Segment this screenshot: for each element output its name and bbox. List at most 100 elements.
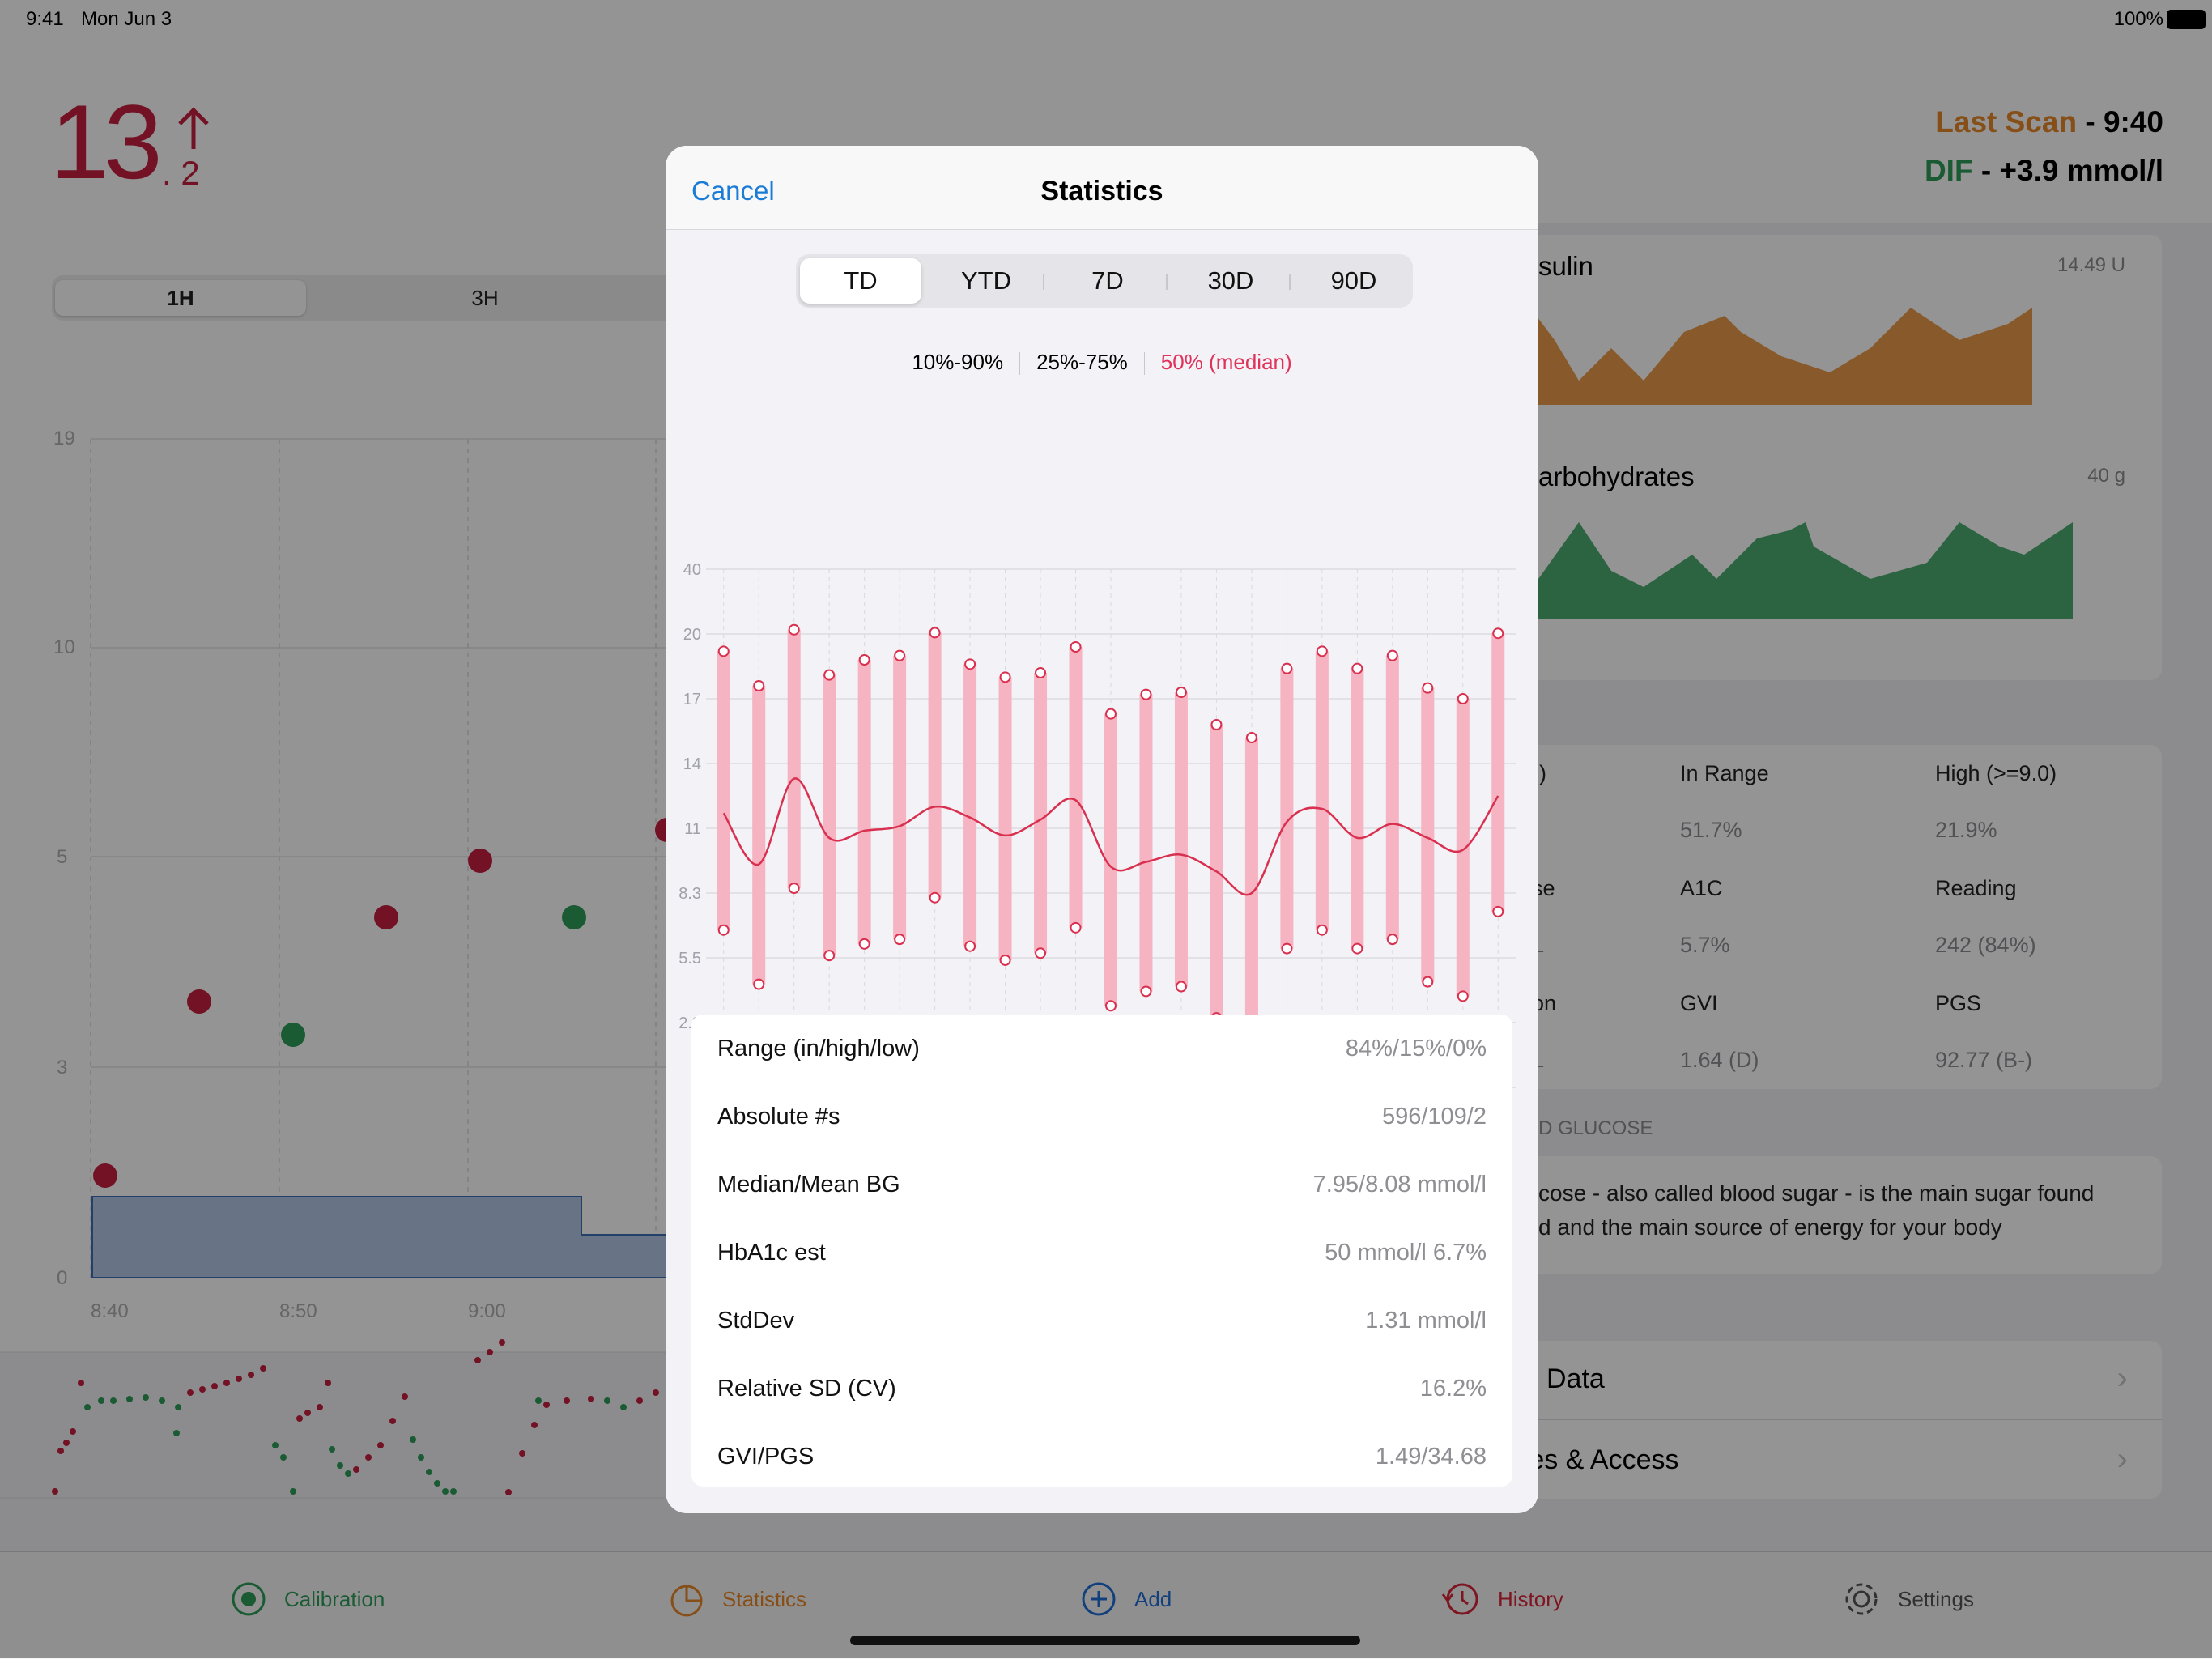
range-bar <box>752 686 766 985</box>
y-tick: 10 <box>53 636 75 658</box>
bar-high-point <box>1316 645 1328 657</box>
legend-divider <box>1143 352 1145 376</box>
range-bar <box>998 677 1012 960</box>
period-segmented-control[interactable]: TD YTD 7D 30D 90D <box>796 254 1413 308</box>
battery-percent: 100% <box>2113 8 2163 30</box>
carbs-value[interactable]: 40 g <box>2087 465 2125 487</box>
glucose-info-line2: d and the main source of energy for your… <box>1538 1214 2002 1240</box>
table-cell: High (>=9.0) <box>1935 761 2057 785</box>
tab-statistics[interactable]: Statistics <box>669 1575 806 1623</box>
bar-high-point <box>1281 662 1293 674</box>
tab-3h[interactable]: 3H <box>471 286 499 310</box>
status-date: Mon Jun 3 <box>81 8 172 30</box>
y-tick-label: 11 <box>684 820 701 838</box>
tab-label: Calibration <box>284 1586 385 1611</box>
divider <box>1506 1419 2162 1420</box>
tab-add[interactable]: Add <box>1081 1575 1172 1623</box>
y-tick-label: 5.5 <box>678 950 701 968</box>
range-bar <box>1244 738 1258 1032</box>
segment-30d[interactable]: 30D <box>1207 266 1254 295</box>
insulin-carbs-card: sulin 14.49 U arbohydrates 40 g <box>1506 235 2162 680</box>
stats-value: 16.2% <box>1419 1376 1487 1402</box>
tab-label: Settings <box>1898 1586 1974 1611</box>
x-tick: 9:00 <box>468 1300 506 1322</box>
link-data[interactable]: Data <box>1546 1363 1605 1394</box>
bar-high-point <box>1105 708 1117 720</box>
range-bar <box>1174 692 1188 987</box>
insulin-title: sulin <box>1538 251 1593 281</box>
stats-row: Absolute #s 596/109/2 <box>717 1083 1487 1151</box>
range-bar <box>1034 673 1048 954</box>
range-bar <box>857 660 871 944</box>
stats-value: 84%/15%/0% <box>1345 1036 1487 1061</box>
table-cell: 1.64 (D) <box>1680 1048 1759 1072</box>
y-tick-label: 17 <box>683 691 701 708</box>
range-bar <box>928 632 942 898</box>
bar-low-point <box>1140 985 1152 998</box>
bar-low-point <box>1175 981 1187 993</box>
table-cell: GVI <box>1680 991 1718 1015</box>
bar-high-point <box>1140 688 1152 700</box>
history-icon <box>1441 1583 1478 1615</box>
stats-value: 50 mmol/l 6.7% <box>1325 1240 1487 1266</box>
bar-low-point <box>1422 976 1434 988</box>
stats-row: Range (in/high/low) 84%/15%/0% <box>717 1015 1487 1083</box>
bar-high-point <box>1386 649 1398 661</box>
y-tick-label: 14 <box>683 755 701 773</box>
bar-low-point <box>1035 947 1047 959</box>
bar-low-point <box>788 883 800 895</box>
cancel-button[interactable]: Cancel <box>691 176 775 206</box>
chart-legend: 10%-90% 25%-75% 50% (median) <box>666 350 1538 376</box>
bar-high-point <box>1175 687 1187 698</box>
bar-low-point <box>753 978 765 990</box>
segment-ytd[interactable]: YTD <box>961 266 1011 295</box>
stats-row: GVI/PGS 1.49/34.68 <box>717 1423 1487 1491</box>
bar-low-point <box>1386 934 1398 946</box>
stats-value: 7.95/8.08 mmol/l <box>1312 1172 1487 1197</box>
tab-settings[interactable]: Settings <box>1843 1575 1974 1623</box>
table-cell: 51.7% <box>1680 818 1742 842</box>
bar-low-point <box>1105 1000 1117 1012</box>
tab-label: Statistics <box>722 1586 807 1611</box>
stats-label: Range (in/high/low) <box>717 1036 920 1061</box>
stats-label: StdDev <box>717 1308 795 1334</box>
carbs-title: arbohydrates <box>1538 462 1695 491</box>
stats-list: Range (in/high/low) 84%/15%/0% Absolute #… <box>691 1015 1512 1487</box>
segment-7d[interactable]: 7D <box>1091 266 1124 295</box>
tab-1h[interactable]: 1H <box>55 280 306 316</box>
x-tick: 8:50 <box>279 1300 317 1322</box>
carbs-chart <box>1506 522 2073 619</box>
segment-90d[interactable]: 90D <box>1330 266 1377 295</box>
bar-high-point <box>788 623 800 636</box>
stats-row: Relative SD (CV) 16.2% <box>717 1355 1487 1423</box>
tab-label: History <box>1498 1586 1563 1611</box>
statistics-modal: Cancel Statistics TD YTD 7D 30D 90D 10%-… <box>666 146 1538 1513</box>
y-tick: 19 <box>53 428 75 449</box>
status-time: 9:41 <box>26 8 64 30</box>
bar-high-point <box>999 671 1011 683</box>
table-cell: 242 (84%) <box>1935 933 2036 957</box>
segment-divider <box>1289 274 1291 290</box>
bar-low-point <box>929 891 941 904</box>
stats-row: Median/Mean BG 7.95/8.08 mmol/l <box>717 1151 1487 1219</box>
stats-row: StdDev 1.31 mmol/l <box>717 1287 1487 1355</box>
range-bar <box>1421 687 1435 982</box>
chevron-right-icon: › <box>2116 1360 2128 1396</box>
bar-high-point <box>1210 719 1223 730</box>
bar-high-point <box>1492 627 1504 640</box>
range-bar <box>1280 668 1294 949</box>
x-tick: 8:40 <box>91 1300 129 1322</box>
segment-td[interactable]: TD <box>800 258 921 304</box>
range-bar <box>1385 655 1399 940</box>
stats-row: HbA1c est 50 mmol/l 6.7% <box>717 1219 1487 1287</box>
segment-divider <box>1166 274 1168 290</box>
tab-history[interactable]: History <box>1441 1575 1563 1623</box>
bar-low-point <box>1070 921 1082 934</box>
insulin-value[interactable]: 14.49 U <box>2057 254 2125 276</box>
tab-calibration[interactable]: Calibration <box>231 1575 385 1623</box>
bar-low-point <box>1351 942 1363 955</box>
bar-high-point <box>717 645 730 657</box>
legend-divider <box>1019 352 1021 376</box>
bar-high-point <box>929 627 941 639</box>
stats-label: GVI/PGS <box>717 1444 815 1470</box>
